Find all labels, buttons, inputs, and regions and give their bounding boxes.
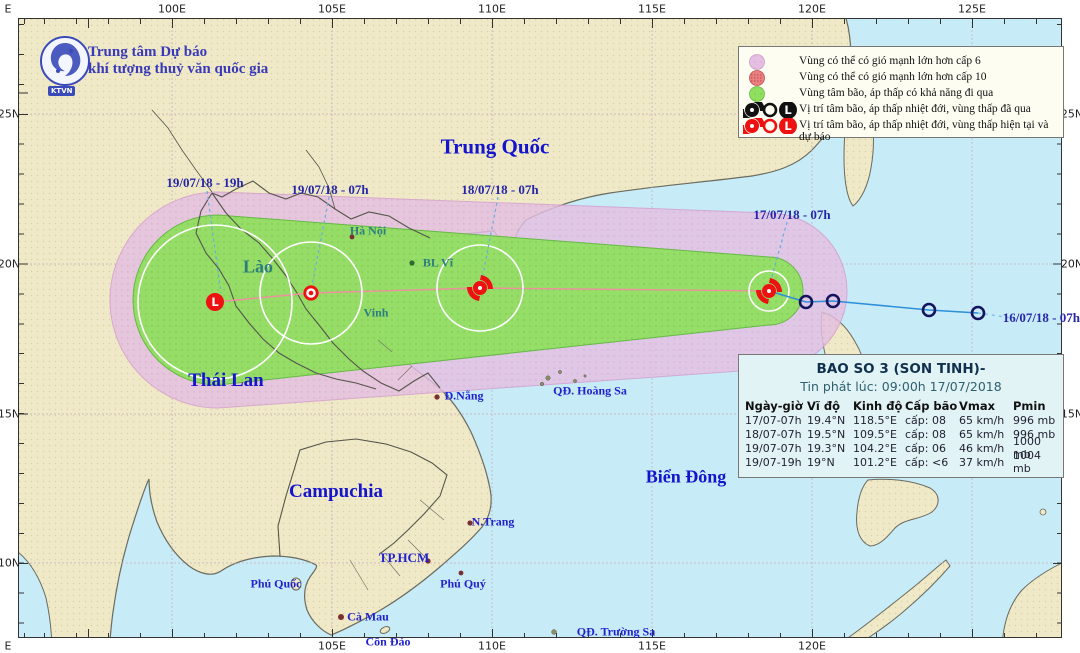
mainland-asia bbox=[18, 18, 852, 638]
table-row: 18/07-07h 19.5°N 109.5°E cấp: 08 65 km/h 99… bbox=[745, 427, 1056, 441]
legend-row-cap6: Vùng có thể có gió mạnh lớn hơn cấp 6 bbox=[739, 54, 1063, 70]
table-row: 17/07-07h 19.4°N 118.5°E cấp: 08 65 km/h 99… bbox=[745, 413, 1056, 427]
label-leader-lines bbox=[206, 190, 788, 294]
uncertainty-circles bbox=[137, 224, 790, 380]
low-symbol-19jul-19h bbox=[206, 293, 224, 311]
storm-issued-time: Tin phát lúc: 09:00h 17/07/2018 bbox=[800, 379, 1002, 394]
table-row: 19/07-19h 19°N 101.2°E cấp: <6 37 km/h 1004… bbox=[745, 449, 1041, 475]
depression-symbol-19jul bbox=[303, 285, 319, 301]
legend-row-cap10: Vùng có thể có gió mạnh lớn hơn cấp 10 bbox=[739, 70, 1063, 86]
table-row: 19/07-07h 19.3°N 104.2°E cấp: 06 46 km/h 10… bbox=[745, 435, 1041, 461]
logo-ktvn-text: KTVN bbox=[48, 86, 76, 96]
legend-label-center: Vùng tâm bão, áp thấp có khả năng đi qua bbox=[799, 87, 994, 99]
philippines-island-a bbox=[856, 478, 939, 547]
agency-name-line2: khí tượng thuỷ văn quốc gia bbox=[88, 61, 269, 77]
legend-row-center: Vùng tâm bão, áp thấp có khả năng đi qua bbox=[739, 86, 1063, 102]
agency-logo: KTVN bbox=[40, 36, 92, 98]
past-track-dashes bbox=[977, 312, 1013, 319]
storm-table-grid: Ngày-giờ Vĩ độ Kinh độ Cấp bão Vmax Pmin 17… bbox=[745, 399, 1059, 475]
legend-label-cap6: Vùng có thể có gió mạnh lớn hơn cấp 6 bbox=[799, 55, 981, 67]
agency-name: Trung tâm Dự báo khí tượng thuỷ văn quốc… bbox=[88, 44, 268, 78]
palawan-island bbox=[846, 559, 951, 638]
storm-info-table: BAO SO 3 (SON TINH)- Tin phát lúc: 09:00… bbox=[738, 354, 1064, 478]
province-borders bbox=[349, 339, 445, 591]
logo-emblem-icon bbox=[40, 36, 90, 86]
storm-table-header: Ngày-giờ Vĩ độ Kinh độ Cấp bão Vmax Pmin bbox=[745, 399, 1046, 413]
agency-name-line1: Trung tâm Dự báo bbox=[88, 44, 208, 60]
green-area-icon bbox=[749, 86, 765, 102]
legend-label-forecast: Vị trí tâm bão, áp thấp nhiệt đới, vùng … bbox=[799, 119, 1049, 143]
small-island bbox=[1039, 508, 1047, 516]
past-track-line bbox=[768, 290, 979, 314]
phu-quoc-island bbox=[290, 577, 302, 591]
legend-row-past: Vị trí tâm bão, áp thấp nhiệt đới, vùng … bbox=[739, 102, 1063, 118]
legend-label-cap10: Vùng có thể có gió mạnh lớn hơn cấp 10 bbox=[799, 71, 987, 83]
legend-label-past: Vị trí tâm bão, áp thấp nhiệt đới, vùng … bbox=[799, 103, 1031, 115]
forecast-symbols-icon bbox=[743, 118, 797, 134]
legend-row-forecast: Vị trí tâm bão, áp thấp nhiệt đới, vùng … bbox=[739, 118, 1063, 143]
storm-title: BAO SO 3 (SON TINH)- bbox=[816, 361, 986, 377]
country-borders bbox=[151, 109, 448, 557]
forecast-track-line bbox=[214, 287, 770, 303]
red-area-icon bbox=[749, 70, 765, 86]
pink-area-icon bbox=[749, 54, 765, 70]
map-legend: Vùng có thể có gió mạnh lớn hơn cấp 6 Vù… bbox=[738, 46, 1064, 143]
past-symbols-icon bbox=[743, 102, 797, 118]
city-markers bbox=[338, 234, 473, 620]
